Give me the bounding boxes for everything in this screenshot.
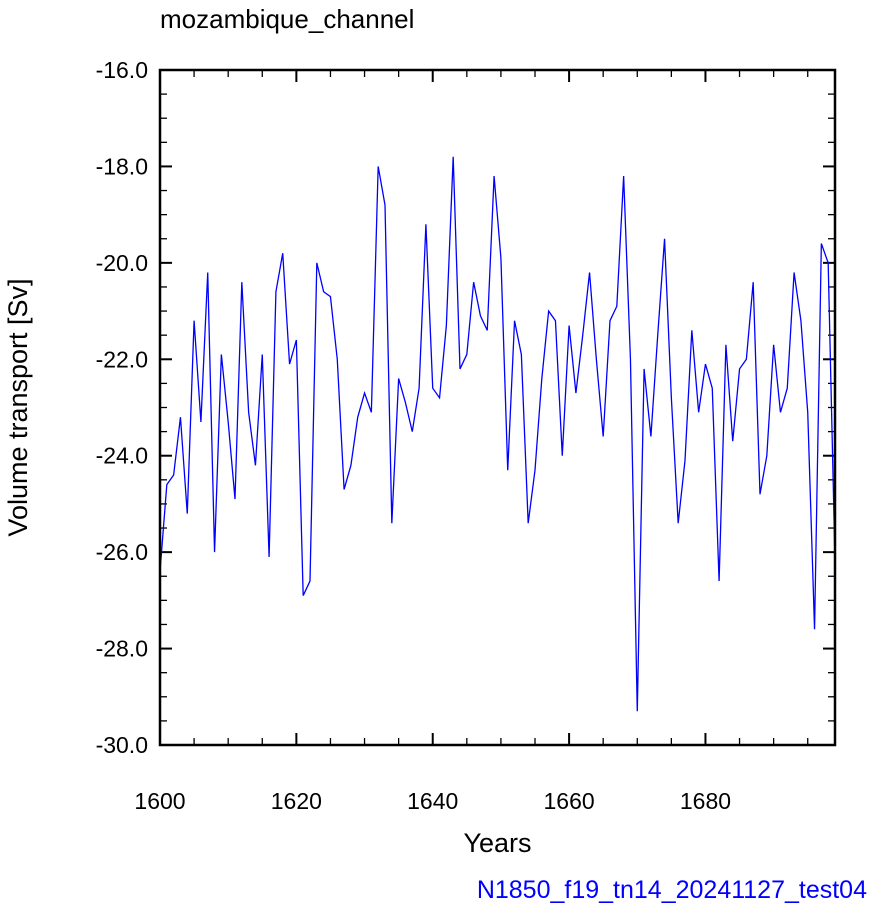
y-tick-label: -28.0 — [96, 636, 148, 662]
plot-frame — [158, 68, 837, 747]
x-tick-label: 1680 — [680, 788, 731, 814]
x-tick-label: 1640 — [407, 788, 458, 814]
y-tick-labels: -30.0 -28.0 -26.0 -24.0 -22.0 -20.0 -18.0 -16.0 — [96, 57, 148, 758]
y-tick-label: -22.0 — [96, 346, 148, 372]
y-tick-label: -26.0 — [96, 539, 148, 565]
y-tick-label: -18.0 — [96, 153, 148, 179]
y-tick-label: -24.0 — [96, 443, 148, 469]
major-ticks — [159, 69, 835, 746]
chart-title: mozambique_channel — [160, 4, 414, 34]
footer-label: N1850_f19_tn14_20241127_test04 — [477, 876, 867, 904]
x-tick-label: 1660 — [544, 788, 595, 814]
y-tick-label: -20.0 — [96, 250, 148, 276]
y-axis-label: Volume transport [Sv] — [3, 278, 33, 536]
x-axis-label: Years — [463, 828, 531, 858]
y-tick-label: -16.0 — [96, 57, 148, 83]
x-tick-labels: 1600 1620 1640 1660 1680 — [134, 788, 731, 814]
series-line — [159, 156, 836, 712]
x-tick-label: 1600 — [134, 788, 185, 814]
x-tick-label: 1620 — [271, 788, 322, 814]
y-tick-label: -30.0 — [96, 732, 148, 758]
minor-ticks — [160, 70, 835, 745]
